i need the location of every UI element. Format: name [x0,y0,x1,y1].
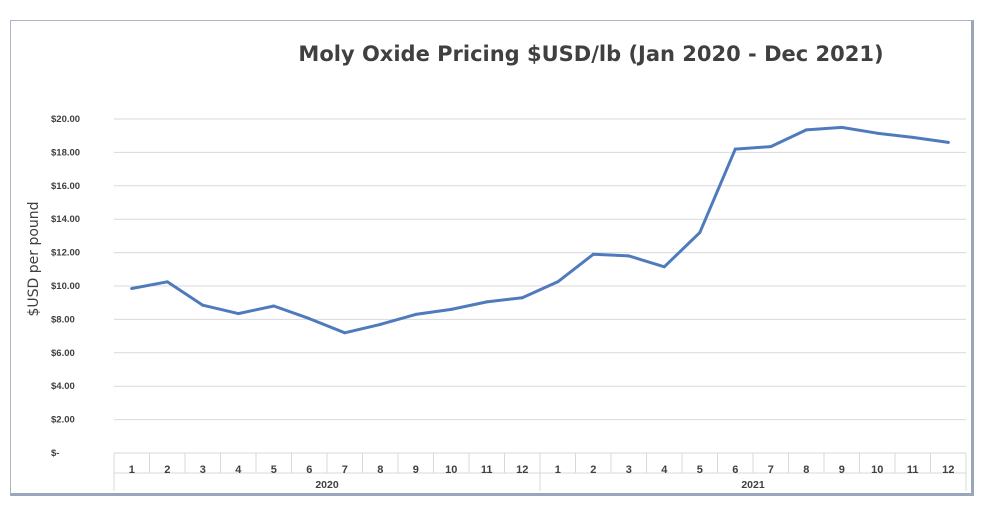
series-line [130,125,950,335]
x-tick-label: 5 [697,464,703,476]
x-tick-label: 10 [871,464,883,476]
x-tick-label: 3 [626,464,632,476]
data-point [378,322,382,326]
y-tick-label: $20.00 [51,114,80,125]
data-point [485,300,489,304]
x-tick-label: 7 [342,464,348,476]
group-label-2021: 2021 [741,479,765,491]
data-point [130,287,134,291]
x-tick-label: 4 [661,464,668,476]
data-point [414,312,418,316]
y-axis-label: $USD per pound [26,201,42,316]
chart-title: Moly Oxide Pricing $USD/lb (Jan 2020 - D… [298,42,883,66]
data-point [165,280,169,284]
chart-frame: Moly Oxide Pricing $USD/lb (Jan 2020 - D… [10,20,974,496]
y-tick-label: $12.00 [51,248,80,259]
data-point [236,312,240,316]
x-tick-label: 10 [445,464,457,476]
data-point [627,254,631,258]
y-tick-labels: $- $2.00 $4.00 $6.00 $8.00 $10.00 $12.00 $14.00… [51,114,80,459]
gridlines [114,118,966,421]
x-tick-label: 2 [164,464,170,476]
y-tick-label: $14.00 [51,214,80,225]
data-point [733,147,737,151]
x-tick-label: 6 [306,464,312,476]
x-tick-label: 12 [516,464,528,476]
y-tick-label: $6.00 [51,348,75,359]
y-tick-label: $2.00 [51,415,75,426]
x-tick-label: 7 [768,464,774,476]
x-tick-label: 9 [839,464,845,476]
data-point [272,304,276,308]
x-tick-label: 8 [803,464,809,476]
data-point [520,296,524,300]
series-group [130,125,950,335]
y-tick-label: $16.00 [51,181,80,192]
data-point [698,231,702,235]
x-tick-label: 1 [129,464,135,476]
data-point [840,125,844,129]
data-point [875,131,879,135]
x-tick-label: 11 [907,464,919,476]
x-tick-label: 3 [200,464,206,476]
data-point [946,140,950,144]
data-point [911,135,915,139]
x-tick-label: 4 [235,464,242,476]
y-tick-label: $8.00 [51,314,75,325]
x-tick-label: 2 [590,464,596,476]
data-point [662,265,666,269]
y-tick-label: $10.00 [51,281,80,292]
data-point [556,280,560,284]
x-tick-label: 5 [271,464,277,476]
y-tick-label: $4.00 [51,381,75,392]
x-tick-label: 11 [481,464,493,476]
data-point [343,331,347,335]
x-tick-label: 1 [555,464,561,476]
data-point [201,303,205,307]
data-point [591,252,595,256]
data-point [307,317,311,321]
x-tick-label: 8 [377,464,383,476]
x-tick-label: 12 [942,464,954,476]
group-label-2020: 2020 [315,479,339,491]
data-point [769,145,773,149]
y-tick-label: $18.00 [51,147,80,158]
x-tick-label: 9 [413,464,419,476]
x-tick-label: 6 [732,464,738,476]
line-chart: Moly Oxide Pricing $USD/lb (Jan 2020 - D… [26,42,967,491]
y-tick-label: $- [51,448,59,459]
data-point [449,307,453,311]
data-point [804,128,808,132]
